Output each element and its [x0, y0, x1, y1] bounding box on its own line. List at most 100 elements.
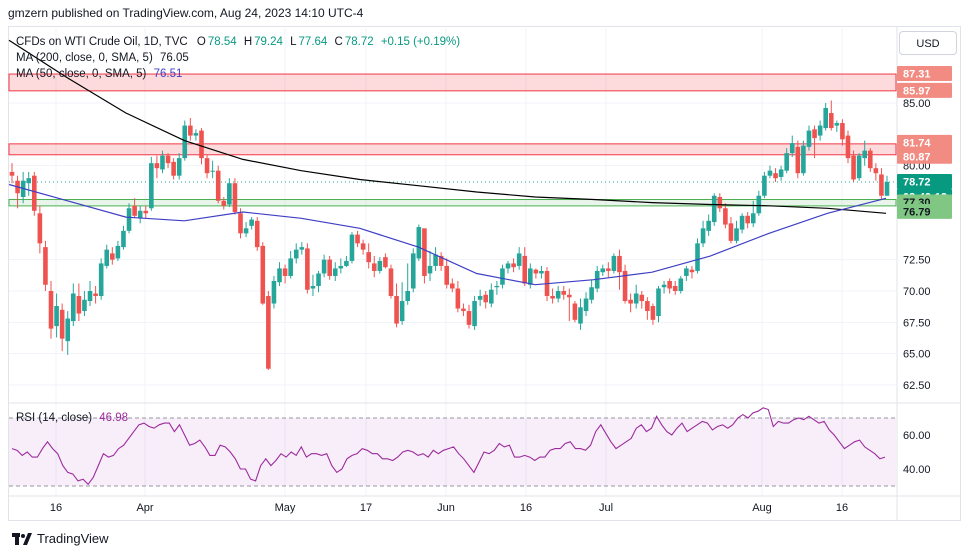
- candle: [572, 301, 578, 323]
- candle: [561, 285, 567, 300]
- close-value: 78.72: [344, 36, 374, 48]
- candle: [249, 217, 254, 230]
- ma50-row: MA (50, close, 0, SMA, 5) 76.51: [16, 66, 460, 82]
- candle: [215, 165, 221, 204]
- candle: [828, 100, 834, 131]
- candle: [210, 160, 215, 179]
- candle: [332, 262, 338, 281]
- candle: [410, 248, 416, 293]
- candle: [160, 150, 165, 174]
- candle: [684, 265, 689, 281]
- candle: [188, 118, 193, 141]
- ma200-row: MA (200, close, 0, SMA, 5) 76.05: [16, 50, 460, 66]
- zone-resistance-high: [8, 73, 897, 92]
- zone-resistance-mid: [8, 143, 897, 156]
- candle: [773, 168, 778, 182]
- candle: [110, 247, 115, 265]
- candle: [149, 156, 154, 211]
- candle: [622, 264, 628, 304]
- time-tick-label: 16: [520, 502, 532, 514]
- svg-text:87.31: 87.31: [903, 69, 931, 81]
- candle: [795, 140, 801, 179]
- candle: [611, 253, 617, 274]
- candle: [137, 205, 143, 224]
- publish-header: gmzern published on TradingView.com, Aug…: [8, 6, 364, 20]
- candle: [717, 193, 723, 213]
- candle: [867, 148, 873, 172]
- candle: [656, 285, 661, 323]
- time-tick-label: 17: [360, 502, 372, 514]
- candle: [567, 288, 572, 322]
- candle: [522, 247, 528, 286]
- candle: [165, 153, 171, 169]
- candle: [71, 283, 76, 327]
- rsi-legend: RSI (14, close) 46.98: [16, 412, 128, 424]
- candle: [862, 140, 868, 166]
- price-label-resistance: 80.87: [897, 148, 952, 164]
- candle: [667, 278, 672, 294]
- candle: [879, 168, 884, 200]
- candle: [293, 243, 299, 264]
- candle: [54, 293, 59, 338]
- candle: [762, 171, 767, 199]
- price-label-support: 76.79: [897, 203, 952, 219]
- ma50-line: [8, 183, 887, 286]
- rsi-band: [9, 418, 896, 486]
- candle: [801, 140, 806, 176]
- svg-text:76.79: 76.79: [903, 206, 931, 218]
- candle: [745, 212, 750, 229]
- candle: [734, 220, 739, 244]
- price-label-resistance: 81.74: [897, 134, 952, 150]
- candle: [444, 258, 450, 289]
- candle: [254, 217, 260, 251]
- price-tick-label: 72.50: [903, 255, 931, 267]
- candle: [65, 311, 71, 355]
- time-tick-label: 16: [836, 502, 848, 514]
- price-tick-label: 62.50: [903, 380, 931, 392]
- candle: [171, 158, 176, 180]
- candle: [277, 262, 282, 286]
- candle: [449, 278, 455, 293]
- candle: [366, 243, 371, 269]
- candle: [511, 258, 516, 273]
- time-tick-label: 16: [50, 502, 62, 514]
- candle: [282, 264, 288, 284]
- candle: [617, 249, 622, 290]
- candle: [466, 304, 472, 329]
- candle: [76, 283, 82, 322]
- candle: [739, 213, 745, 234]
- candle: [700, 220, 706, 248]
- time-tick-label: Jun: [437, 502, 455, 514]
- candle: [650, 303, 656, 325]
- chart-frame: [8, 26, 961, 521]
- candle: [416, 224, 422, 261]
- candle: [461, 303, 466, 317]
- candle: [578, 298, 583, 330]
- candle: [689, 265, 695, 279]
- price-label-last: 78.72: [897, 173, 952, 189]
- candle: [227, 178, 232, 208]
- candle: [176, 153, 182, 180]
- candle: [477, 289, 483, 307]
- candle: [43, 240, 48, 291]
- candle: [344, 255, 349, 268]
- candle: [394, 283, 399, 328]
- candle: [711, 193, 717, 226]
- candle: [305, 243, 310, 294]
- candle: [438, 252, 444, 271]
- rsi-value: 46.98: [99, 412, 129, 424]
- currency-button[interactable]: USD: [899, 31, 957, 55]
- candle: [823, 103, 828, 131]
- candle: [316, 270, 321, 293]
- candle: [600, 264, 606, 276]
- rsi-tick-label: 60.00: [903, 430, 931, 442]
- candle: [98, 258, 104, 300]
- candle: [115, 240, 121, 261]
- candle: [500, 264, 505, 289]
- candle: [583, 292, 589, 317]
- candle: [472, 296, 477, 330]
- low-value: 77.64: [298, 36, 328, 48]
- time-tick-label: Aug: [752, 502, 772, 514]
